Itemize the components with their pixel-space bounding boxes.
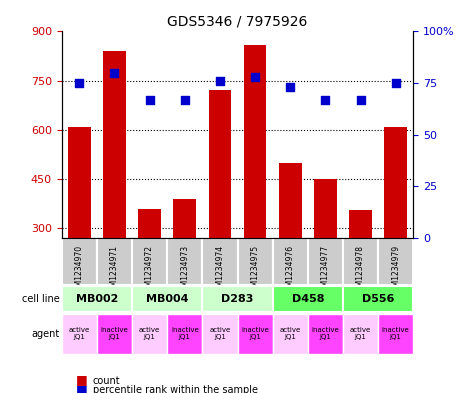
FancyBboxPatch shape	[343, 314, 378, 354]
Text: GSM1234973: GSM1234973	[180, 245, 189, 296]
FancyBboxPatch shape	[97, 314, 132, 354]
Bar	[209, 90, 231, 327]
Bar	[384, 127, 407, 327]
Bar	[68, 127, 91, 327]
Text: D283: D283	[221, 294, 254, 304]
Bar	[314, 179, 337, 327]
Text: GSM1234977: GSM1234977	[321, 245, 330, 296]
Text: active
JQ1: active JQ1	[139, 327, 160, 340]
FancyBboxPatch shape	[202, 314, 238, 354]
FancyBboxPatch shape	[238, 238, 273, 285]
Bar	[244, 44, 266, 327]
Text: active
JQ1: active JQ1	[209, 327, 230, 340]
FancyBboxPatch shape	[132, 314, 167, 354]
FancyBboxPatch shape	[132, 238, 167, 285]
Text: GSM1234972: GSM1234972	[145, 245, 154, 296]
FancyBboxPatch shape	[343, 238, 378, 285]
Point	[76, 80, 83, 86]
FancyBboxPatch shape	[343, 286, 413, 312]
Text: GSM1234974: GSM1234974	[216, 245, 224, 296]
Point	[181, 97, 189, 103]
FancyBboxPatch shape	[167, 314, 202, 354]
Text: count: count	[93, 376, 120, 386]
FancyBboxPatch shape	[238, 314, 273, 354]
Text: active
JQ1: active JQ1	[69, 327, 90, 340]
Text: GSM1234979: GSM1234979	[391, 245, 400, 296]
Text: ■: ■	[76, 382, 88, 393]
FancyBboxPatch shape	[308, 238, 343, 285]
Point	[111, 70, 118, 76]
Text: GSM1234978: GSM1234978	[356, 245, 365, 296]
Text: GSM1234970: GSM1234970	[75, 245, 84, 296]
Text: MB004: MB004	[146, 294, 189, 304]
Text: GSM1234975: GSM1234975	[251, 245, 259, 296]
FancyBboxPatch shape	[378, 238, 413, 285]
FancyBboxPatch shape	[62, 314, 97, 354]
Bar	[138, 209, 161, 327]
Text: active
JQ1: active JQ1	[280, 327, 301, 340]
Bar	[279, 163, 302, 327]
Text: GSM1234976: GSM1234976	[286, 245, 294, 296]
Point	[146, 97, 153, 103]
Text: D556: D556	[362, 294, 394, 304]
Text: active
JQ1: active JQ1	[350, 327, 371, 340]
Text: inactive
JQ1: inactive JQ1	[382, 327, 409, 340]
Text: MB002: MB002	[76, 294, 118, 304]
Text: percentile rank within the sample: percentile rank within the sample	[93, 385, 257, 393]
Text: inactive
JQ1: inactive JQ1	[312, 327, 339, 340]
FancyBboxPatch shape	[308, 314, 343, 354]
Text: inactive
JQ1: inactive JQ1	[171, 327, 199, 340]
Text: inactive
JQ1: inactive JQ1	[101, 327, 128, 340]
FancyBboxPatch shape	[273, 238, 308, 285]
FancyBboxPatch shape	[132, 286, 202, 312]
Point	[251, 74, 259, 80]
FancyBboxPatch shape	[273, 286, 343, 312]
Point	[216, 78, 224, 84]
Text: inactive
JQ1: inactive JQ1	[241, 327, 269, 340]
FancyBboxPatch shape	[202, 238, 238, 285]
Text: ■: ■	[76, 373, 88, 387]
Bar	[173, 199, 196, 327]
Text: cell line: cell line	[22, 294, 60, 304]
Text: GSM1234971: GSM1234971	[110, 245, 119, 296]
Title: GDS5346 / 7975926: GDS5346 / 7975926	[167, 15, 308, 29]
FancyBboxPatch shape	[167, 238, 202, 285]
Text: agent: agent	[32, 329, 60, 339]
FancyBboxPatch shape	[273, 314, 308, 354]
Text: D458: D458	[292, 294, 324, 304]
Point	[322, 97, 329, 103]
FancyBboxPatch shape	[62, 286, 132, 312]
FancyBboxPatch shape	[378, 314, 413, 354]
Bar	[349, 210, 372, 327]
FancyBboxPatch shape	[97, 238, 132, 285]
FancyBboxPatch shape	[62, 238, 97, 285]
FancyBboxPatch shape	[202, 286, 273, 312]
Point	[286, 84, 294, 90]
Point	[392, 80, 399, 86]
Bar	[103, 51, 126, 327]
Point	[357, 97, 364, 103]
